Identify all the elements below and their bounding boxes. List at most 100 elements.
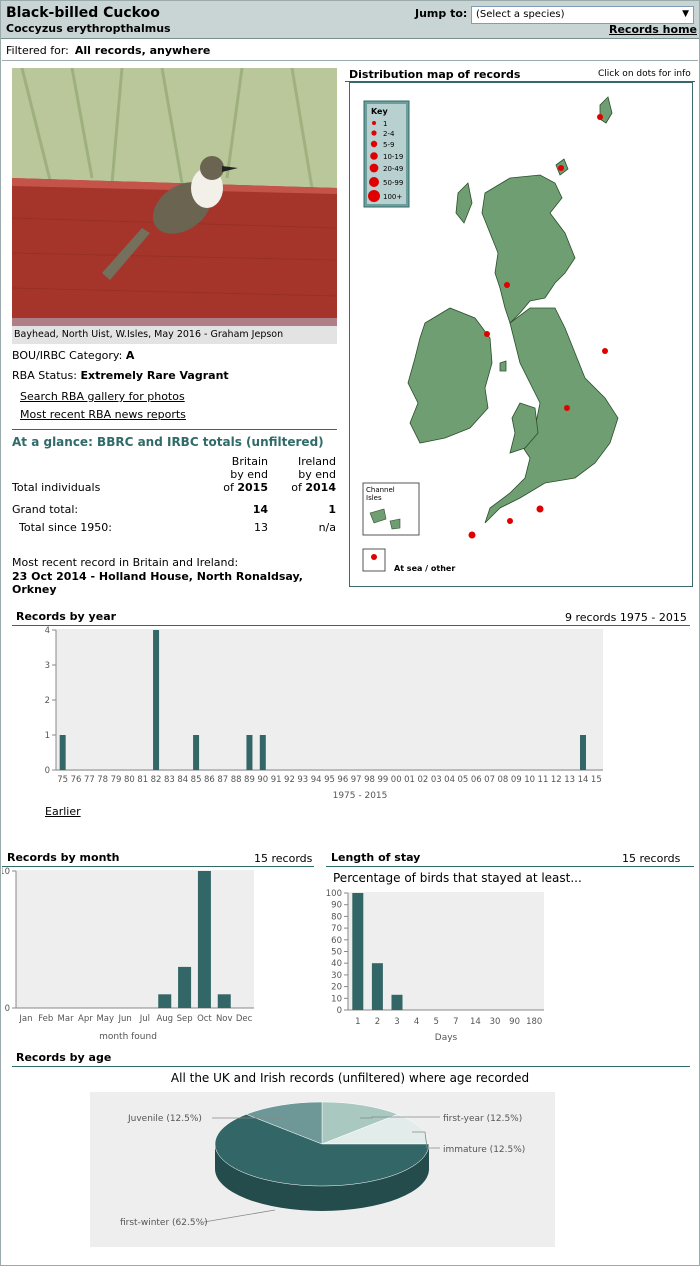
x-tick-label: 76 xyxy=(71,775,82,785)
divider xyxy=(326,866,694,867)
y-tick-label: 60 xyxy=(331,936,342,946)
map-key-title: Key xyxy=(371,107,388,116)
x-tick-label: 79 xyxy=(111,775,122,785)
pie-label-first-winter: first-winter (62.5%) xyxy=(120,1218,208,1228)
pie-label-immature: immature (12.5%) xyxy=(443,1145,525,1155)
y-tick-label: 10 xyxy=(331,994,342,1004)
map-key: Key 1 2-4 5-9 10-19 20-49 50-99 100+ xyxy=(363,100,410,208)
x-tick-label: 5 xyxy=(433,1017,438,1027)
map-key-item: 100+ xyxy=(383,193,402,201)
photo-caption: Bayhead, North Uist, W.Isles, May 2016 -… xyxy=(12,326,337,344)
x-tick-label: 96 xyxy=(337,775,348,785)
species-common-name: Black-billed Cuckoo xyxy=(6,5,160,21)
x-tick-label: 05 xyxy=(458,775,469,785)
stay-subtitle: Percentage of birds that stayed at least… xyxy=(333,871,582,885)
pie-slice-first-winter xyxy=(214,1114,430,1187)
distribution-map[interactable]: Key 1 2-4 5-9 10-19 20-49 50-99 100+ Cha… xyxy=(349,82,693,587)
y-tick-label: 0 xyxy=(45,766,50,776)
x-tick-label: 90 xyxy=(509,1017,520,1027)
y-tick-label: 4 xyxy=(45,626,50,636)
recent-record-line2: Orkney xyxy=(12,583,57,596)
x-tick-label: 14 xyxy=(470,1017,481,1027)
y-tick-label: 100 xyxy=(326,889,342,899)
bar xyxy=(217,994,231,1008)
x-tick-label: 75 xyxy=(57,775,68,785)
x-tick-label: 89 xyxy=(244,775,255,785)
x-tick-label: 12 xyxy=(551,775,562,785)
glance-title: At a glance: BBRC and IRBC totals (unfil… xyxy=(12,435,324,449)
record-dot xyxy=(536,505,544,513)
x-tick-label: May xyxy=(96,1014,114,1024)
x-tick-label: 7 xyxy=(453,1017,458,1027)
channel-isles-label: Channel xyxy=(366,486,395,494)
stay-chart-xlabel: Days xyxy=(435,1033,458,1043)
x-tick-label: Feb xyxy=(38,1014,53,1024)
news-link[interactable]: Most recent RBA news reports xyxy=(20,408,186,421)
rba-status: RBA Status: Extremely Rare Vagrant xyxy=(12,369,229,382)
pie-slice-immature xyxy=(321,1114,430,1145)
gallery-link[interactable]: Search RBA gallery for photos xyxy=(20,390,185,403)
y-tick-label: 80 xyxy=(331,912,342,922)
records-home-link[interactable]: Records home xyxy=(609,23,697,36)
month-chart-xlabel: month found xyxy=(99,1032,157,1042)
species-select[interactable]: (Select a species) ▼ xyxy=(471,6,694,24)
ireland-col-of: of xyxy=(291,481,302,494)
x-tick-label: Oct xyxy=(197,1014,212,1024)
britain-col-header: Britain by end of 2015 xyxy=(188,455,268,494)
grand-total-britain: 14 xyxy=(252,503,268,516)
x-tick-label: 08 xyxy=(498,775,509,785)
ireland-col-line: Ireland xyxy=(297,455,336,468)
x-tick-label: 01 xyxy=(404,775,415,785)
x-tick-label: 85 xyxy=(191,775,202,785)
bar xyxy=(153,630,160,770)
record-dot xyxy=(507,518,513,524)
recent-record-label: Most recent record in Britain and Irelan… xyxy=(12,556,239,569)
map-key-item: 50-99 xyxy=(383,179,403,187)
bou-category: BOU/IRBC Category: A xyxy=(12,349,134,362)
by-year-title: Records by year xyxy=(16,610,117,623)
rba-status-label: RBA Status: xyxy=(12,369,77,382)
stay-summary: 15 records xyxy=(622,852,681,865)
cuckoo-bird xyxy=(102,156,238,280)
recent-record-line1: 23 Oct 2014 - Holland House, North Ronal… xyxy=(12,570,303,583)
by-age-subtitle: All the UK and Irish records (unfiltered… xyxy=(170,1071,530,1085)
species-photo[interactable] xyxy=(12,68,337,326)
map-key-item: 5-9 xyxy=(383,141,394,149)
britain-col-line: by end xyxy=(230,468,268,481)
wales xyxy=(509,402,539,454)
record-dots xyxy=(468,114,608,539)
stay-title: Length of stay xyxy=(331,851,421,864)
x-tick-label: Jun xyxy=(117,1014,131,1024)
earlier-link[interactable]: Earlier xyxy=(45,805,81,818)
by-month-summary: 15 records xyxy=(254,852,313,865)
species-select-value: (Select a species) xyxy=(476,9,565,20)
age-chart: first-year (12.5%) immature (12.5%) firs… xyxy=(90,1092,555,1247)
ireland-col-line: of 2014 xyxy=(256,481,336,494)
britain-col-of: of xyxy=(223,481,234,494)
britain-col-line: of 2015 xyxy=(188,481,268,494)
x-tick-label: 4 xyxy=(414,1017,419,1027)
by-year-summary: 9 records 1975 - 2015 xyxy=(565,611,687,624)
x-tick-label: 99 xyxy=(377,775,388,785)
x-tick-label: 04 xyxy=(444,775,455,785)
y-tick-label: 50 xyxy=(331,948,342,958)
grand-total-ireland: 1 xyxy=(328,503,336,516)
at-sea-legend: At sea / other xyxy=(362,548,455,573)
y-tick-label: 70 xyxy=(331,924,342,934)
since-1950-label: Total since 1950: xyxy=(19,521,112,534)
x-tick-label: Aug xyxy=(156,1014,173,1024)
x-tick-label: Apr xyxy=(78,1014,93,1024)
x-tick-label: 90 xyxy=(257,775,268,785)
britain-year: 2015 xyxy=(237,481,268,494)
y-tick-label: 90 xyxy=(331,901,342,911)
x-tick-label: 83 xyxy=(164,775,175,785)
ireland-col-line: by end xyxy=(298,468,336,481)
bar xyxy=(371,963,383,1010)
category-value: A xyxy=(125,349,135,362)
record-dot xyxy=(564,405,570,411)
pie-label-first-year: first-year (12.5%) xyxy=(443,1114,522,1124)
divider xyxy=(12,429,337,430)
record-dot xyxy=(504,282,510,288)
x-tick-label: 30 xyxy=(490,1017,501,1027)
